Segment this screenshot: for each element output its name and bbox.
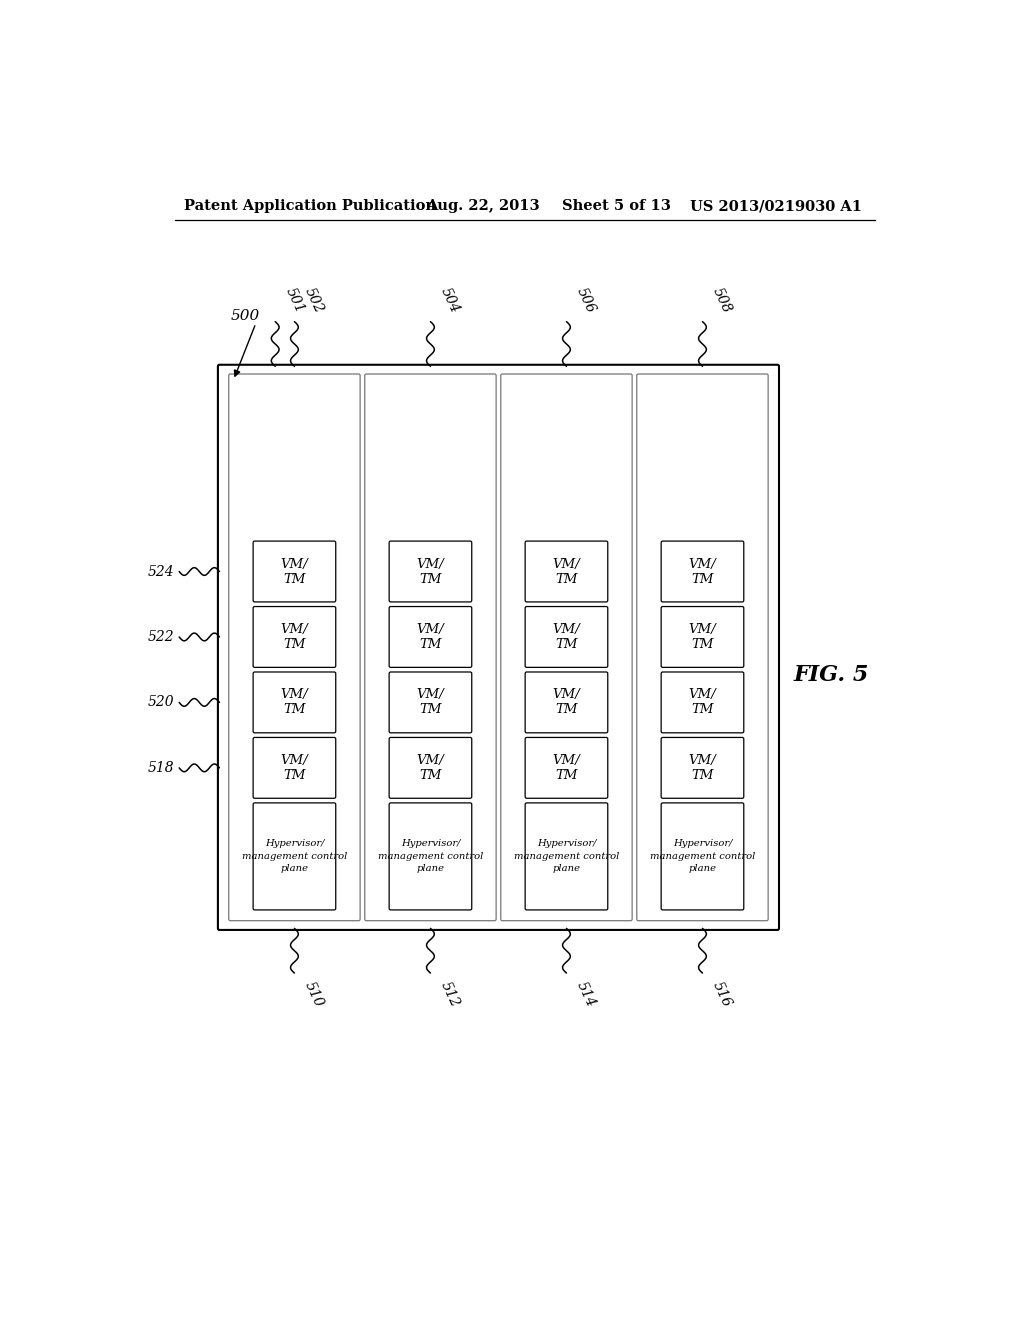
FancyBboxPatch shape — [525, 803, 608, 909]
FancyBboxPatch shape — [389, 672, 472, 733]
Text: VM/
TM: VM/ TM — [553, 689, 581, 717]
Text: Hypervisor/
management control
plane: Hypervisor/ management control plane — [514, 840, 620, 874]
Text: VM/
TM: VM/ TM — [281, 557, 308, 586]
Text: VM/
TM: VM/ TM — [281, 623, 308, 651]
Text: VM/
TM: VM/ TM — [688, 689, 717, 717]
Text: 512: 512 — [438, 979, 462, 1010]
Text: VM/
TM: VM/ TM — [417, 623, 444, 651]
FancyBboxPatch shape — [389, 541, 472, 602]
Text: Hypervisor/
management control
plane: Hypervisor/ management control plane — [650, 840, 755, 874]
FancyBboxPatch shape — [218, 364, 779, 929]
FancyBboxPatch shape — [228, 374, 360, 921]
Text: VM/
TM: VM/ TM — [417, 557, 444, 586]
Text: VM/
TM: VM/ TM — [417, 754, 444, 781]
FancyBboxPatch shape — [525, 738, 608, 799]
Text: VM/
TM: VM/ TM — [688, 754, 717, 781]
Text: 504: 504 — [438, 285, 462, 315]
FancyBboxPatch shape — [525, 541, 608, 602]
FancyBboxPatch shape — [501, 374, 632, 921]
FancyBboxPatch shape — [525, 672, 608, 733]
Text: Aug. 22, 2013: Aug. 22, 2013 — [426, 199, 540, 213]
Text: 508: 508 — [711, 285, 734, 315]
Text: VM/
TM: VM/ TM — [553, 623, 581, 651]
Text: VM/
TM: VM/ TM — [688, 623, 717, 651]
Text: 506: 506 — [574, 285, 598, 315]
Text: 502: 502 — [302, 285, 326, 315]
Text: VM/
TM: VM/ TM — [417, 689, 444, 717]
FancyBboxPatch shape — [253, 541, 336, 602]
Text: VM/
TM: VM/ TM — [688, 557, 717, 586]
FancyBboxPatch shape — [389, 803, 472, 909]
Text: 520: 520 — [147, 696, 174, 709]
FancyBboxPatch shape — [525, 607, 608, 668]
Text: Sheet 5 of 13: Sheet 5 of 13 — [562, 199, 671, 213]
Text: US 2013/0219030 A1: US 2013/0219030 A1 — [690, 199, 862, 213]
FancyBboxPatch shape — [637, 374, 768, 921]
Text: VM/
TM: VM/ TM — [281, 689, 308, 717]
Text: 522: 522 — [147, 630, 174, 644]
FancyBboxPatch shape — [389, 607, 472, 668]
Text: Hypervisor/
management control
plane: Hypervisor/ management control plane — [378, 840, 483, 874]
FancyBboxPatch shape — [389, 738, 472, 799]
Text: 510: 510 — [302, 979, 326, 1010]
Text: 524: 524 — [147, 565, 174, 578]
Text: VM/
TM: VM/ TM — [553, 754, 581, 781]
Text: FIG. 5: FIG. 5 — [794, 664, 869, 686]
Text: Hypervisor/
management control
plane: Hypervisor/ management control plane — [242, 840, 347, 874]
Text: VM/
TM: VM/ TM — [553, 557, 581, 586]
FancyBboxPatch shape — [253, 803, 336, 909]
FancyBboxPatch shape — [365, 374, 496, 921]
FancyBboxPatch shape — [253, 672, 336, 733]
FancyBboxPatch shape — [662, 738, 743, 799]
FancyBboxPatch shape — [662, 607, 743, 668]
Text: 518: 518 — [147, 760, 174, 775]
FancyBboxPatch shape — [662, 672, 743, 733]
Text: 500: 500 — [230, 309, 259, 323]
FancyBboxPatch shape — [253, 607, 336, 668]
FancyBboxPatch shape — [662, 541, 743, 602]
FancyBboxPatch shape — [662, 803, 743, 909]
FancyBboxPatch shape — [253, 738, 336, 799]
Text: VM/
TM: VM/ TM — [281, 754, 308, 781]
Text: 516: 516 — [711, 979, 734, 1010]
Text: Patent Application Publication: Patent Application Publication — [183, 199, 436, 213]
Text: 501: 501 — [283, 285, 307, 315]
Text: 514: 514 — [574, 979, 598, 1010]
